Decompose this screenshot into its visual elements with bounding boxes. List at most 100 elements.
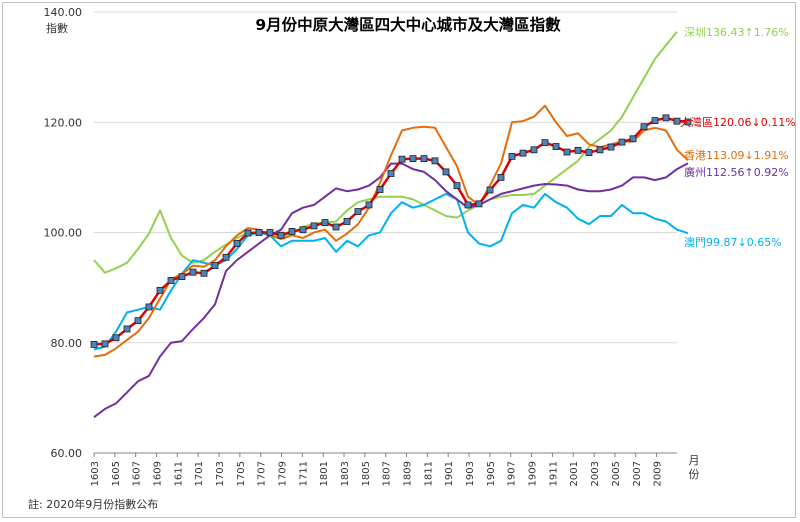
- x-tick-label-9: 1709: [278, 461, 289, 486]
- x-tick-label-20: 1907: [507, 461, 518, 486]
- marker-gbai-14: [244, 229, 252, 237]
- marker-gbai-49: [629, 135, 637, 143]
- marker-gbai-20: [310, 222, 318, 230]
- marker-gbai-28: [398, 155, 406, 163]
- x-tick-label-22: 1911: [548, 461, 559, 486]
- marker-gbai-50: [640, 123, 648, 131]
- marker-gbai-22: [332, 223, 340, 231]
- marker-gbai-45: [585, 149, 593, 156]
- x-tick-label-25: 2005: [611, 461, 622, 486]
- marker-gbai-48: [618, 138, 626, 146]
- y-tick-label-1: 80.00: [51, 337, 83, 350]
- marker-gbai-30: [420, 155, 428, 163]
- x-tick-label-17: 1901: [444, 461, 455, 486]
- marker-gbai-24: [354, 208, 362, 215]
- x-tick-label-18: 1903: [465, 461, 476, 486]
- marker-gbai-36: [486, 186, 494, 194]
- marker-gbai-37: [497, 173, 505, 181]
- label-gbai: 大灣區120.06↓0.11%: [680, 115, 796, 129]
- x-tick-label-11: 1801: [319, 461, 330, 486]
- marker-gbai-32: [442, 168, 450, 176]
- y-tick-label-2: 100.00: [44, 227, 83, 240]
- marker-gbai-25: [365, 201, 373, 209]
- y-axis-title: 指數: [46, 21, 68, 35]
- x-tick-label-0: 1603: [90, 461, 101, 486]
- x-tick-label-4: 1611: [173, 461, 184, 486]
- x-tick-label-14: 1807: [382, 461, 393, 486]
- marker-gbai-13: [233, 240, 241, 247]
- marker-gbai-15: [255, 229, 263, 236]
- marker-gbai-38: [508, 153, 516, 160]
- x-tick-label-3: 1609: [153, 461, 164, 486]
- chart-note: 註: 2020年9月份指數公布: [28, 497, 158, 511]
- series-end-labels: 深圳136.43↑1.76% 大灣區120.06↓0.11% 香港113.09↓1.…: [680, 26, 796, 249]
- marker-gbai-54: [684, 118, 692, 126]
- marker-gbai-5: [145, 303, 153, 311]
- x-axis-title-char-1: 份: [689, 468, 700, 481]
- x-tick-label-16: 1811: [423, 461, 434, 486]
- x-tick-label-15: 1809: [403, 461, 414, 486]
- marker-gbai-18: [288, 227, 296, 235]
- x-axis-tick-labels: 1603 1605 1607 1609 1611 1701 1703 1705 1707 1709…: [90, 453, 700, 486]
- x-tick-label-1: 1605: [111, 461, 122, 486]
- line-gz: [93, 162, 689, 418]
- label-hk: 香港113.09↓1.91%: [684, 149, 789, 162]
- x-tick-label-23: 2001: [569, 461, 580, 486]
- y-axis-tick-labels: 60.00 80.00 100.00 120.00 140.00: [44, 6, 83, 460]
- marker-gbai-47: [607, 143, 615, 151]
- y-tick-label-4: 140.00: [44, 6, 83, 19]
- marker-gbai-53: [673, 117, 681, 125]
- marker-gbai-44: [574, 146, 582, 154]
- x-tick-label-26: 2007: [632, 461, 643, 486]
- marker-gbai-4: [134, 317, 142, 325]
- marker-gbai-43: [563, 148, 571, 156]
- line-hk: [93, 104, 689, 358]
- marker-gbai-41: [541, 139, 549, 147]
- series-markers: [90, 114, 692, 348]
- marker-gbai-16: [266, 229, 274, 236]
- marker-gbai-51: [651, 117, 659, 124]
- chart-title: 9月份中原大灣區四大中心城市及大灣區指數: [255, 15, 561, 34]
- marker-gbai-6: [156, 286, 164, 294]
- marker-gbai-34: [464, 201, 472, 209]
- x-tick-label-12: 1803: [340, 461, 351, 486]
- marker-gbai-26: [376, 186, 384, 193]
- x-tick-label-2: 1607: [132, 461, 143, 486]
- marker-gbai-39: [519, 149, 527, 157]
- marker-gbai-52: [662, 114, 670, 122]
- marker-gbai-27: [387, 170, 395, 177]
- marker-gbai-10: [200, 269, 208, 277]
- marker-gbai-2: [112, 334, 120, 342]
- marker-gbai-3: [123, 325, 131, 333]
- marker-gbai-17: [277, 231, 285, 239]
- x-tick-label-24: 2003: [590, 461, 601, 486]
- x-tick-label-13: 1805: [361, 461, 372, 486]
- marker-gbai-40: [530, 146, 538, 154]
- marker-gbai-29: [409, 155, 417, 163]
- marker-gbai-33: [453, 182, 461, 190]
- line-mo: [93, 192, 689, 351]
- marker-gbai-35: [475, 200, 483, 208]
- x-tick-label-7: 1705: [236, 461, 247, 486]
- x-tick-label-21: 1909: [528, 461, 539, 486]
- marker-gbai-1: [101, 340, 109, 348]
- x-tick-label-27: 2009: [653, 461, 664, 486]
- marker-gbai-7: [167, 277, 175, 284]
- marker-gbai-12: [222, 253, 230, 261]
- marker-gbai-42: [552, 143, 560, 150]
- marker-gbai-9: [189, 268, 197, 276]
- marker-gbai-8: [178, 273, 186, 281]
- x-tick-label-10: 1711: [298, 461, 309, 486]
- marker-gbai-31: [431, 157, 439, 165]
- grid-lines: [94, 11, 677, 454]
- x-tick-label-8: 1707: [257, 461, 268, 486]
- series-lines: [93, 31, 689, 418]
- x-axis-title-char-0: 月: [689, 454, 700, 467]
- marker-gbai-23: [343, 218, 351, 225]
- label-mo: 澳門99.87↓0.65%: [684, 236, 782, 249]
- marker-gbai-0: [90, 341, 98, 348]
- y-tick-label-0: 60.00: [51, 447, 83, 460]
- x-tick-label-6: 1703: [215, 461, 226, 486]
